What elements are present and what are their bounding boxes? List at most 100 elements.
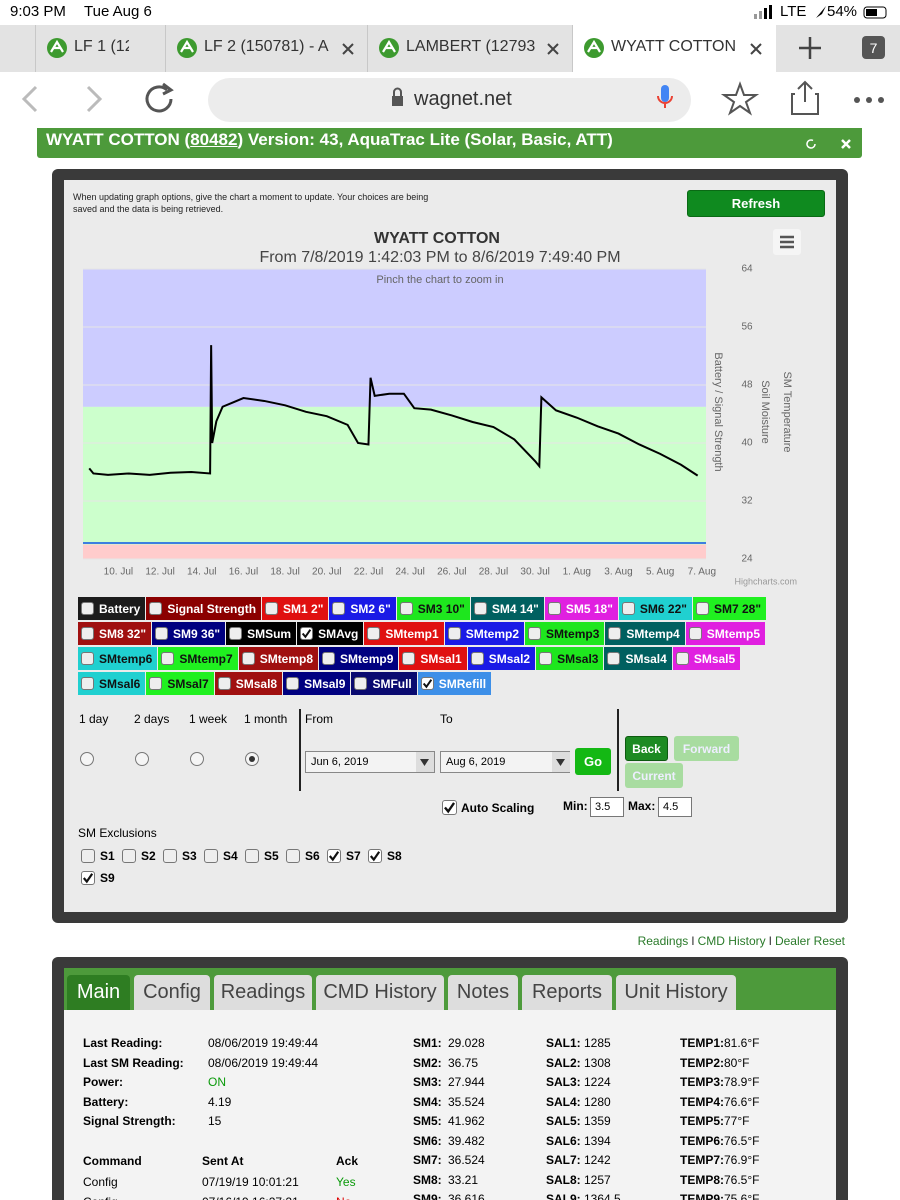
series-toggle[interactable]: SM8 32" bbox=[78, 622, 152, 645]
series-toggle[interactable]: Signal Strength bbox=[146, 597, 262, 620]
checkbox[interactable] bbox=[327, 849, 341, 863]
new-tab[interactable] bbox=[796, 34, 824, 62]
checkbox[interactable] bbox=[229, 627, 243, 640]
browser-tab[interactable]: LAMBERT (12793 bbox=[367, 25, 573, 72]
checkbox[interactable] bbox=[547, 602, 561, 615]
series-toggle[interactable]: SM6 22" bbox=[618, 597, 692, 620]
series-toggle[interactable]: SMtemp1 bbox=[364, 622, 444, 645]
series-toggle[interactable]: SMtemp9 bbox=[319, 647, 399, 670]
checkbox[interactable] bbox=[332, 602, 346, 615]
current-button[interactable]: Current bbox=[625, 763, 683, 788]
checkbox[interactable] bbox=[81, 849, 95, 863]
checkbox[interactable] bbox=[402, 652, 416, 665]
range-radio[interactable] bbox=[135, 752, 149, 766]
checkbox[interactable] bbox=[161, 652, 175, 665]
max-input[interactable]: 4.5 bbox=[658, 797, 692, 817]
checkbox[interactable] bbox=[621, 602, 635, 615]
unit-tab[interactable]: Readings bbox=[214, 975, 312, 1010]
series-toggle[interactable]: SMsal4 bbox=[604, 647, 672, 670]
series-toggle[interactable]: SMtemp7 bbox=[158, 647, 238, 670]
checkbox[interactable] bbox=[245, 849, 259, 863]
series-toggle[interactable]: SM9 36" bbox=[152, 622, 226, 645]
checkbox[interactable] bbox=[539, 652, 553, 665]
menu-icon[interactable] bbox=[773, 229, 801, 255]
checkbox[interactable] bbox=[204, 849, 218, 863]
browser-tab[interactable]: WYATT COTTON bbox=[572, 25, 776, 72]
checkbox[interactable] bbox=[354, 677, 368, 690]
checkbox[interactable] bbox=[81, 652, 94, 665]
exclusion[interactable]: S7 bbox=[327, 849, 368, 863]
link[interactable]: Dealer Reset bbox=[774, 934, 845, 948]
exclusion[interactable]: S9 bbox=[81, 871, 122, 885]
checkbox[interactable] bbox=[368, 849, 382, 863]
checkbox[interactable] bbox=[300, 627, 314, 640]
checkbox[interactable] bbox=[81, 871, 95, 885]
checkbox[interactable] bbox=[163, 849, 177, 863]
browser-tab[interactable]: LF 1 (123920 bbox=[35, 25, 166, 72]
series-toggle[interactable]: SM2 6" bbox=[329, 597, 396, 620]
checkbox[interactable] bbox=[528, 627, 542, 640]
series-toggle[interactable]: SMsal3 bbox=[536, 647, 604, 670]
checkbox[interactable] bbox=[442, 800, 457, 815]
checkbox[interactable] bbox=[367, 627, 381, 640]
go-button[interactable]: Go bbox=[575, 748, 611, 775]
series-toggle[interactable]: SMsal5 bbox=[672, 647, 741, 670]
exclusion[interactable]: S4 bbox=[204, 849, 245, 863]
range-radio[interactable] bbox=[245, 752, 259, 766]
checkbox[interactable] bbox=[81, 602, 94, 615]
series-toggle[interactable]: SM7 28" bbox=[692, 597, 767, 620]
series-toggle[interactable]: SMAvg bbox=[297, 622, 364, 645]
checkbox[interactable] bbox=[81, 627, 94, 640]
checkbox[interactable] bbox=[688, 627, 702, 640]
checkbox[interactable] bbox=[695, 602, 709, 615]
unit-tab[interactable]: Config bbox=[134, 975, 210, 1010]
series-toggle[interactable]: SMtemp8 bbox=[238, 647, 319, 670]
series-toggle[interactable]: SMtemp5 bbox=[685, 622, 766, 645]
forward-button[interactable]: Forward bbox=[674, 736, 739, 761]
checkbox[interactable] bbox=[473, 602, 487, 615]
series-toggle[interactable]: SM3 10" bbox=[396, 597, 470, 620]
range-radio[interactable] bbox=[80, 752, 94, 766]
exclusion[interactable]: S1 bbox=[81, 849, 122, 863]
series-toggle[interactable]: SMsal6 bbox=[78, 672, 146, 695]
checkbox[interactable] bbox=[149, 602, 163, 615]
exclusion[interactable]: S5 bbox=[245, 849, 286, 863]
checkbox[interactable] bbox=[265, 602, 279, 615]
checkbox[interactable] bbox=[607, 652, 621, 665]
auto-scaling-checkbox[interactable] bbox=[442, 800, 462, 819]
to-select[interactable]: Aug 6, 2019 bbox=[440, 751, 570, 773]
series-toggle[interactable]: SM5 18" bbox=[544, 597, 618, 620]
checkbox[interactable] bbox=[470, 652, 484, 665]
series-toggle[interactable]: SMtemp4 bbox=[605, 622, 685, 645]
device-id[interactable]: 80482 bbox=[190, 130, 238, 149]
unit-tab[interactable]: CMD History bbox=[316, 975, 444, 1010]
series-toggle[interactable]: SM1 2" bbox=[262, 597, 329, 620]
url[interactable]: wagnet.net bbox=[414, 88, 512, 110]
series-toggle[interactable]: SMsal8 bbox=[214, 672, 283, 695]
range-radio[interactable] bbox=[190, 752, 204, 766]
exclusion[interactable]: S8 bbox=[368, 849, 409, 863]
checkbox[interactable] bbox=[149, 677, 163, 690]
series-toggle[interactable]: SMtemp3 bbox=[525, 622, 605, 645]
checkbox[interactable] bbox=[675, 652, 689, 665]
checkbox[interactable] bbox=[420, 677, 434, 690]
unit-tab[interactable]: Reports bbox=[522, 975, 612, 1010]
series-toggle[interactable]: SMSum bbox=[226, 622, 297, 645]
checkbox[interactable] bbox=[286, 849, 300, 863]
series-toggle[interactable]: SMRefill bbox=[417, 672, 492, 695]
checkbox[interactable] bbox=[286, 677, 300, 690]
checkbox[interactable] bbox=[155, 627, 169, 640]
checkbox[interactable] bbox=[399, 602, 413, 615]
series-toggle[interactable]: SMFull bbox=[351, 672, 417, 695]
series-toggle[interactable]: SMsal9 bbox=[283, 672, 351, 695]
unit-tab[interactable]: Main bbox=[67, 975, 130, 1010]
series-toggle[interactable]: SMsal7 bbox=[146, 672, 214, 695]
exclusion[interactable]: S3 bbox=[163, 849, 204, 863]
series-toggle[interactable]: SMsal1 bbox=[399, 647, 467, 670]
series-toggle[interactable]: SMsal2 bbox=[467, 647, 536, 670]
link[interactable]: Readings bbox=[637, 934, 689, 948]
checkbox[interactable] bbox=[217, 677, 231, 690]
unit-tab[interactable]: Unit History bbox=[616, 975, 736, 1010]
from-select[interactable]: Jun 6, 2019 bbox=[305, 751, 435, 773]
checkbox[interactable] bbox=[608, 627, 622, 640]
